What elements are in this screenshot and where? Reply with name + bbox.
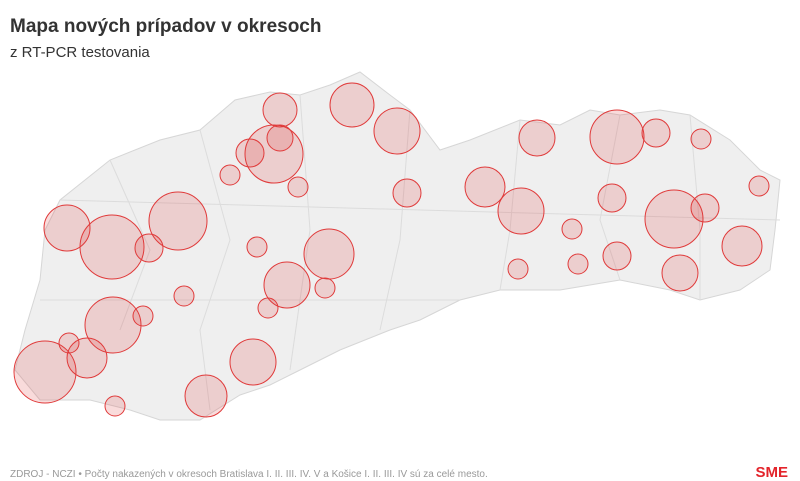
logo: SME bbox=[755, 464, 788, 481]
bubble bbox=[303, 228, 355, 280]
bubble bbox=[748, 175, 770, 197]
bubble bbox=[567, 253, 589, 275]
bubble bbox=[507, 258, 529, 280]
bubble bbox=[644, 189, 704, 249]
bubble bbox=[79, 214, 145, 280]
title: Mapa nových prípadov v okresoch bbox=[10, 16, 322, 37]
bubble bbox=[257, 297, 279, 319]
bubble bbox=[246, 236, 268, 258]
bubble bbox=[602, 241, 632, 271]
bubble bbox=[464, 166, 506, 208]
bubble bbox=[263, 261, 311, 309]
bubble bbox=[219, 164, 241, 186]
bubble bbox=[597, 183, 627, 213]
bubble bbox=[641, 118, 671, 148]
bubble bbox=[184, 374, 228, 418]
bubble bbox=[244, 124, 304, 184]
bubble bbox=[497, 187, 545, 235]
bubble bbox=[287, 176, 309, 198]
bubble bbox=[589, 109, 645, 165]
bubble bbox=[266, 124, 294, 152]
bubble bbox=[148, 191, 208, 251]
bubble bbox=[373, 107, 421, 155]
bubble bbox=[262, 92, 298, 128]
bubble bbox=[173, 285, 195, 307]
bubble bbox=[66, 337, 108, 379]
bubble bbox=[314, 277, 336, 299]
bubble bbox=[235, 138, 265, 168]
country-outline bbox=[14, 71, 781, 421]
bubble bbox=[229, 338, 277, 386]
bubble bbox=[518, 119, 556, 157]
bubble bbox=[84, 296, 142, 354]
district-borders bbox=[40, 94, 781, 411]
bubble bbox=[661, 254, 699, 292]
bubble bbox=[392, 178, 422, 208]
source-note: ZDROJ - NCZI • Počty nakazených v okreso… bbox=[10, 469, 488, 480]
bubble bbox=[721, 225, 763, 267]
bubble bbox=[13, 340, 77, 404]
bubble bbox=[134, 233, 164, 263]
subtitle: z RT-PCR testovania bbox=[10, 44, 150, 61]
bubble bbox=[329, 82, 375, 128]
bubble bbox=[43, 204, 91, 252]
bubble bbox=[690, 128, 712, 150]
bubble bbox=[132, 305, 154, 327]
bubble bbox=[690, 193, 720, 223]
bubble bbox=[104, 395, 126, 417]
bubble bbox=[561, 218, 583, 240]
